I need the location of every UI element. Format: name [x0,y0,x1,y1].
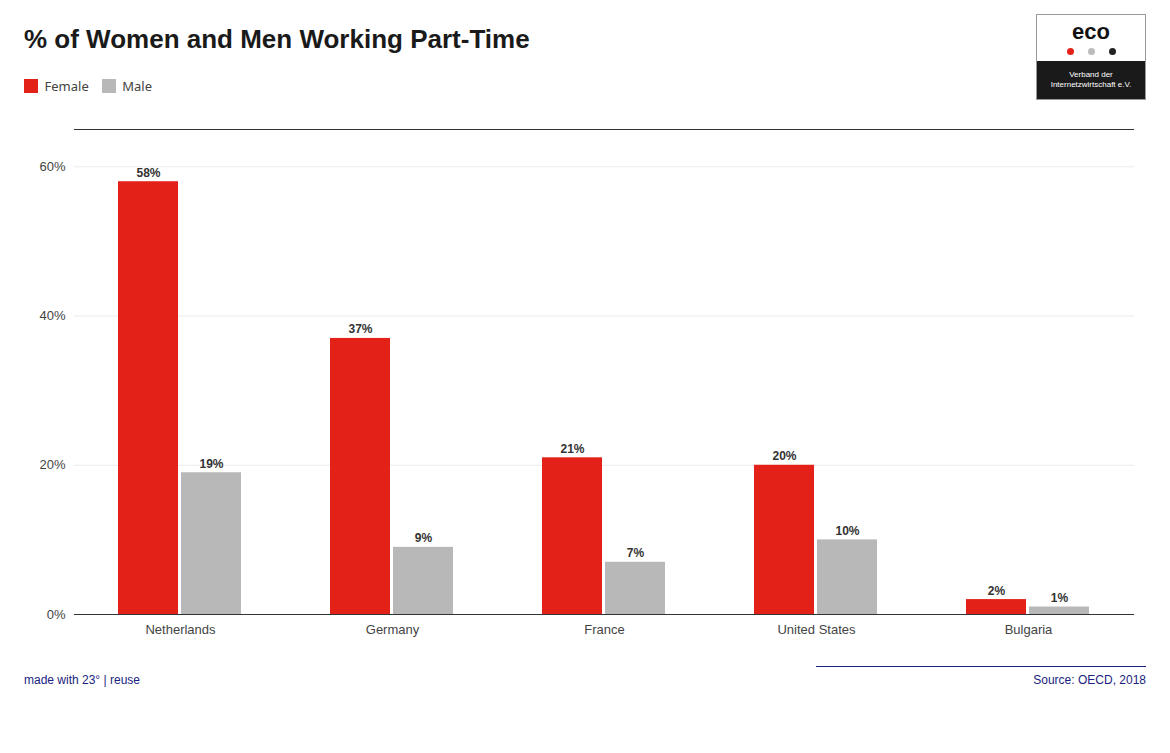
svg-text:7%: 7% [627,546,645,560]
svg-text:37%: 37% [348,322,372,336]
svg-text:1%: 1% [1051,591,1069,605]
html-text:made with 23° | reuse: made with 23° | reuse [24,672,140,687]
svg-text:19%: 19% [199,456,223,470]
svg-text:Bulgaria: Bulgaria [1005,621,1053,636]
html-text:Source: OECD, 2018: Source: OECD, 2018 [1033,672,1146,687]
html-text:Verband der Internetzwirtschaf: Verband der Internetzwirtschaft e.V. [1050,69,1132,89]
svg-text:10%: 10% [835,523,859,537]
svg-text:Netherlands: Netherlands [145,621,216,636]
html-text:Female: Female [44,76,89,95]
svg-text:21%: 21% [560,441,584,455]
svg-text:2%: 2% [988,583,1006,597]
svg-text:58%: 58% [136,165,160,179]
svg-text:20%: 20% [772,449,796,463]
svg-text:United States: United States [777,621,856,636]
svg-text:40%: 40% [39,308,65,323]
svg-text:9%: 9% [415,531,433,545]
svg-text:Germany: Germany [366,621,420,636]
html-text:% of Women and Men Working Par: % of Women and Men Working Part-Time [24,24,530,54]
svg-text:60%: 60% [39,158,65,173]
html-text:Male: Male [122,76,152,95]
svg-text:0%: 0% [47,606,66,621]
html-text:eco: eco [1072,19,1110,44]
svg-text:20%: 20% [39,457,65,472]
svg-text:France: France [584,621,624,636]
